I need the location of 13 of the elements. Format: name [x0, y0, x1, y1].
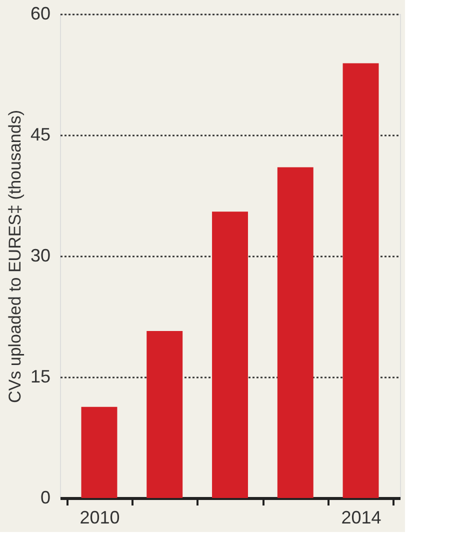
- bar: [146, 331, 183, 498]
- bar: [277, 167, 314, 498]
- y-tick-label: 60: [30, 4, 50, 24]
- y-tick-label: 45: [30, 124, 50, 144]
- bar: [342, 63, 379, 498]
- x-tick-label: 2014: [341, 508, 382, 528]
- y-tick-label: 0: [40, 488, 50, 508]
- bar: [81, 406, 118, 498]
- y-tick-label: 15: [30, 366, 50, 386]
- bar: [212, 212, 248, 498]
- y-axis-title: CVs uploaded to EURES‡ (thousands): [5, 110, 24, 403]
- x-tick-label: 2010: [80, 508, 120, 528]
- y-tick-label: 30: [30, 246, 50, 266]
